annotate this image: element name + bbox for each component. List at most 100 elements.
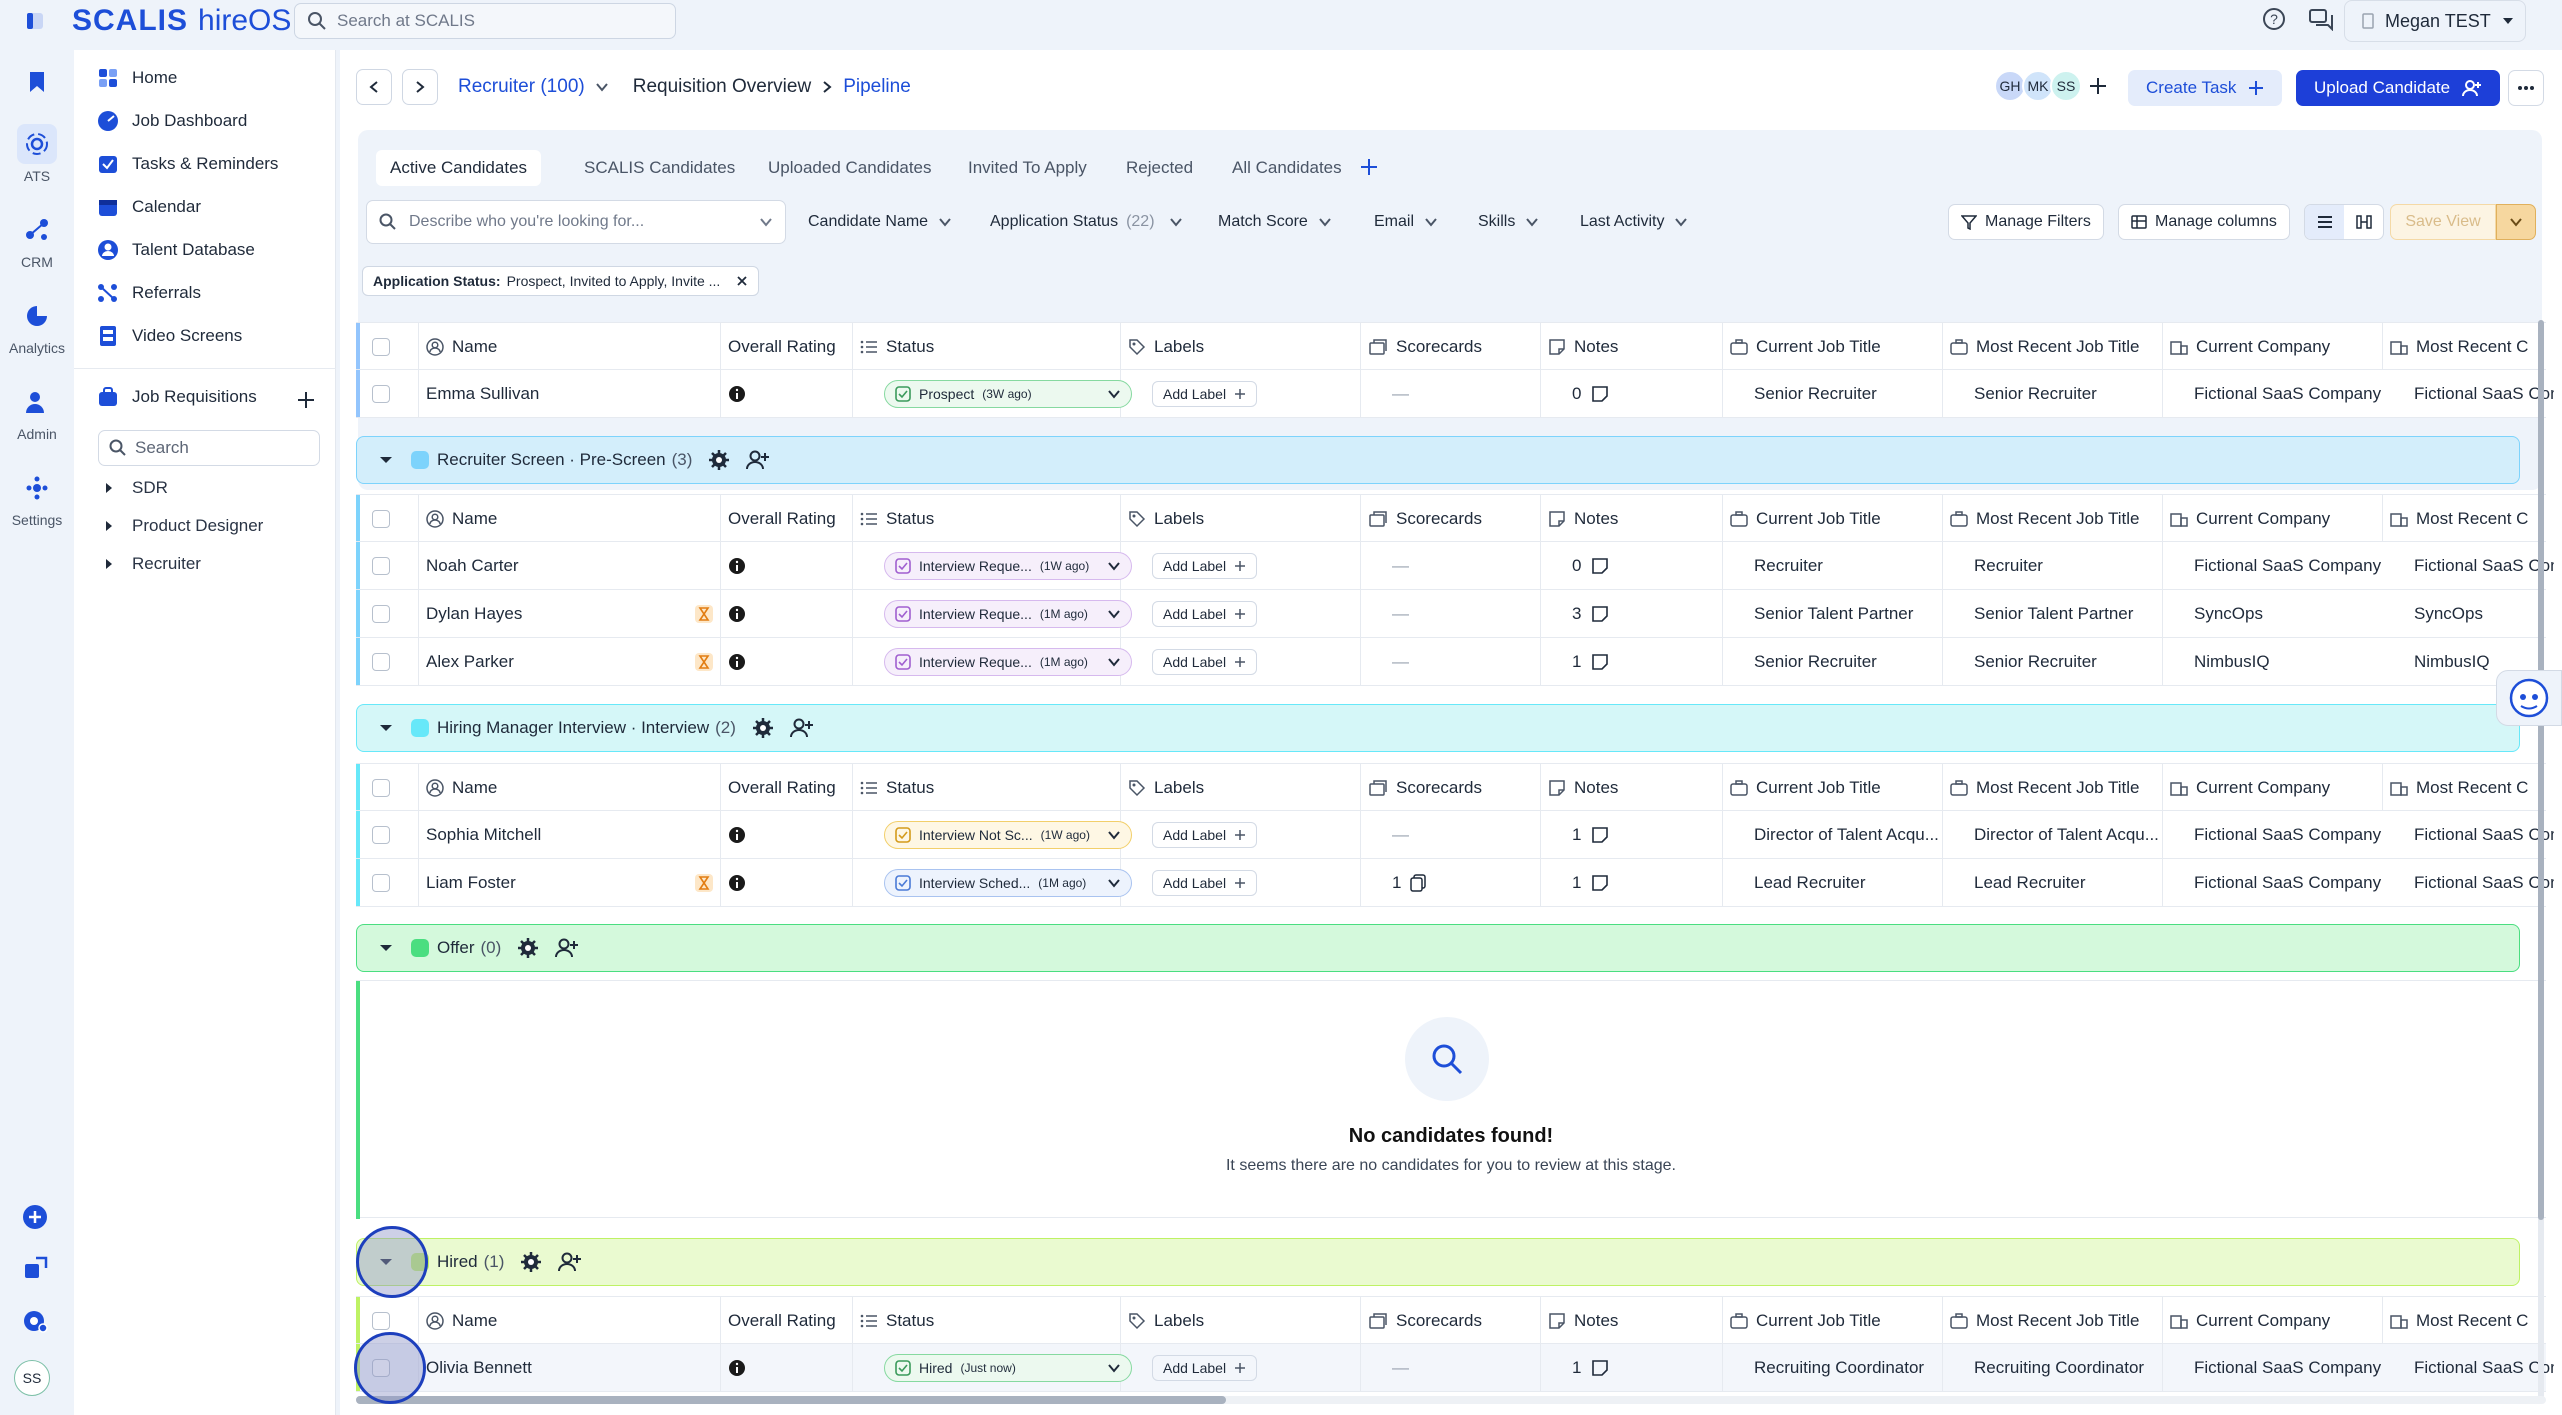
column-header[interactable]: Overall Rating xyxy=(728,495,850,543)
sidebar-item-job-dashboard[interactable]: Job Dashboard xyxy=(96,109,247,133)
table-row[interactable]: Sophia Mitchell Interview Not Sc... (1W ag… xyxy=(356,811,2554,859)
scorecards-cell[interactable]: — xyxy=(1392,1344,1532,1392)
column-header[interactable]: Name xyxy=(426,323,718,371)
collapse-caret-icon[interactable] xyxy=(379,723,393,733)
filter-application-status[interactable]: Application Status (22) xyxy=(990,200,1183,244)
info-icon[interactable] xyxy=(728,542,758,590)
add-tab-icon[interactable] xyxy=(1360,158,1378,176)
table-row[interactable]: Noah Carter Interview Reque... (1W ago) Add… xyxy=(356,542,2554,590)
tab-all-candidates[interactable]: All Candidates xyxy=(1232,158,1342,177)
info-icon[interactable] xyxy=(728,811,758,859)
column-header[interactable]: Current Company xyxy=(2170,495,2380,543)
candidate-name[interactable]: Sophia Mitchell xyxy=(426,825,542,844)
sidebar-item-calendar[interactable]: Calendar xyxy=(96,195,201,219)
stage-offer[interactable]: Offer (0) xyxy=(356,924,2520,972)
status-dropdown[interactable]: Interview Sched... (1M ago) xyxy=(884,869,1132,897)
more-options-button[interactable] xyxy=(2508,70,2544,106)
row-checkbox[interactable] xyxy=(372,542,402,590)
table-row[interactable]: Dylan Hayes Interview Reque... (1M ago) Add… xyxy=(356,590,2546,638)
status-dropdown[interactable]: Hired (Just now) xyxy=(884,1354,1132,1382)
list-view-icon[interactable] xyxy=(2305,205,2344,239)
requisition-item-recruiter[interactable]: Recruiter xyxy=(104,554,201,574)
column-header[interactable]: Labels xyxy=(1128,764,1358,812)
info-icon[interactable] xyxy=(728,590,758,638)
status-dropdown[interactable]: Interview Not Sc... (1W ago) xyxy=(884,821,1132,849)
manage-filters-button[interactable]: Manage Filters xyxy=(1948,204,2104,240)
rail-item-ats[interactable]: ATS xyxy=(0,124,74,184)
add-label-button[interactable]: Add Label xyxy=(1152,1355,1258,1381)
vertical-scrollbar[interactable] xyxy=(2538,320,2544,1400)
tab-uploaded-candidates[interactable]: Uploaded Candidates xyxy=(768,158,932,177)
notes-cell[interactable]: 0 xyxy=(1572,542,1732,590)
save-view-button[interactable]: Save View xyxy=(2390,204,2496,240)
candidate-name[interactable]: Noah Carter xyxy=(426,556,519,575)
gear-icon[interactable] xyxy=(752,717,774,739)
rail-item-settings[interactable]: Settings xyxy=(0,468,74,528)
add-label-button[interactable]: Add Label xyxy=(1152,649,1258,675)
filter-last-activity[interactable]: Last Activity xyxy=(1580,200,1688,244)
column-header[interactable]: Most Recent Job Title xyxy=(1950,323,2160,371)
candidate-name[interactable]: Olivia Bennett xyxy=(426,1358,532,1377)
support-icon[interactable] xyxy=(22,1308,48,1334)
import-icon[interactable] xyxy=(22,1256,48,1282)
sidebar-item-referrals[interactable]: Referrals xyxy=(96,281,201,305)
column-header[interactable]: Notes xyxy=(1548,1297,1720,1345)
row-checkbox[interactable] xyxy=(372,811,402,859)
column-header[interactable]: Current Job Title xyxy=(1730,323,1940,371)
back-button[interactable] xyxy=(356,69,392,105)
rail-item-admin[interactable]: Admin xyxy=(0,382,74,442)
collaborator-avatars[interactable]: GH MK SS xyxy=(1994,70,2108,102)
column-header[interactable]: Name xyxy=(426,495,718,543)
help-icon[interactable]: ? xyxy=(2262,7,2286,31)
gear-icon[interactable] xyxy=(520,1251,542,1273)
forward-button[interactable] xyxy=(402,69,438,105)
stage-hired[interactable]: Hired (1) xyxy=(356,1238,2520,1286)
column-header[interactable]: Notes xyxy=(1548,764,1720,812)
row-checkbox[interactable] xyxy=(372,590,402,638)
save-view-dropdown[interactable] xyxy=(2496,204,2536,240)
requisition-search-input[interactable]: Search xyxy=(98,430,320,466)
kanban-view-icon[interactable] xyxy=(2344,205,2383,239)
column-header[interactable]: Status xyxy=(860,764,1118,812)
add-circle-icon[interactable] xyxy=(22,1204,48,1230)
manage-columns-button[interactable]: Manage columns xyxy=(2118,204,2290,240)
status-dropdown[interactable]: Interview Reque... (1M ago) xyxy=(884,600,1132,628)
requisition-item-sdr[interactable]: SDR xyxy=(104,478,168,498)
filter-match-score[interactable]: Match Score xyxy=(1218,200,1332,244)
sidebar-toggle-icon[interactable] xyxy=(24,10,46,32)
candidate-name[interactable]: Emma Sullivan xyxy=(426,384,540,403)
job-requisitions-header[interactable]: Job Requisitions xyxy=(96,385,257,409)
add-label-button[interactable]: Add Label xyxy=(1152,870,1258,896)
scorecards-cell[interactable]: — xyxy=(1392,638,1532,686)
user-menu[interactable]: Megan TEST xyxy=(2344,0,2526,42)
scorecards-cell[interactable]: — xyxy=(1392,542,1532,590)
collapse-caret-icon[interactable] xyxy=(379,943,393,953)
rail-item-crm[interactable]: CRM xyxy=(0,210,74,270)
breadcrumb-pipeline[interactable]: Pipeline xyxy=(843,76,911,97)
status-dropdown[interactable]: Prospect (3W ago) xyxy=(884,380,1132,408)
column-header[interactable]: Overall Rating xyxy=(728,1297,850,1345)
column-header[interactable]: Current Job Title xyxy=(1730,1297,1940,1345)
column-header[interactable]: Notes xyxy=(1548,323,1720,371)
scorecards-cell[interactable]: — xyxy=(1392,370,1532,418)
add-user-icon[interactable] xyxy=(558,1251,582,1273)
avatar[interactable]: SS xyxy=(14,1360,50,1396)
filter-skills[interactable]: Skills xyxy=(1478,200,1539,244)
add-label-button[interactable]: Add Label xyxy=(1152,601,1258,627)
select-all-checkbox[interactable] xyxy=(372,1297,402,1345)
tab-active-candidates[interactable]: Active Candidates xyxy=(376,150,542,186)
column-header[interactable]: Most Recent C xyxy=(2390,764,2528,812)
column-header[interactable]: Current Job Title xyxy=(1730,764,1940,812)
add-label-button[interactable]: Add Label xyxy=(1152,822,1258,848)
column-header[interactable]: Scorecards xyxy=(1368,1297,1538,1345)
add-user-icon[interactable] xyxy=(789,717,814,739)
requisition-item-product-designer[interactable]: Product Designer xyxy=(104,516,263,536)
candidate-name[interactable]: Alex Parker xyxy=(426,652,514,671)
select-all-checkbox[interactable] xyxy=(372,323,402,371)
global-search-input[interactable]: Search at SCALIS xyxy=(294,3,676,39)
column-header[interactable]: Scorecards xyxy=(1368,764,1538,812)
info-icon[interactable] xyxy=(728,638,758,686)
column-header[interactable]: Current Company xyxy=(2170,1297,2380,1345)
bookmark-rail-button[interactable] xyxy=(0,62,74,106)
add-user-icon[interactable] xyxy=(746,449,770,471)
